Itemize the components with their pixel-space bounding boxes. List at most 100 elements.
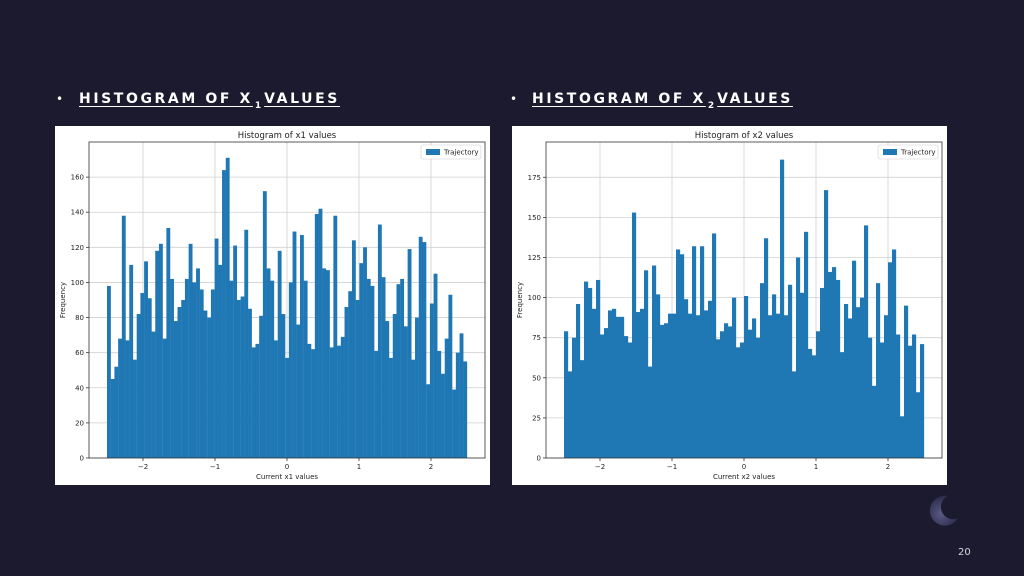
chart-1-bar xyxy=(628,342,633,458)
chart-1-xtick-label: −1 xyxy=(667,463,677,471)
chart-1-bar xyxy=(868,337,873,458)
chart-1-bar xyxy=(572,337,577,458)
chart-1-ylabel: Frequency xyxy=(516,282,524,318)
right-bullet: • xyxy=(510,92,518,106)
chart-1-bar xyxy=(664,323,669,458)
chart-0-bar xyxy=(448,294,453,458)
chart-1-bar xyxy=(908,345,913,458)
chart-0-bar xyxy=(270,280,275,458)
chart-1-bar xyxy=(732,297,737,458)
chart-1-bar xyxy=(592,308,597,458)
chart-0-bar xyxy=(355,300,360,458)
chart-0-bar xyxy=(181,300,186,458)
chart-1-xtick-label: 0 xyxy=(742,463,746,471)
chart-0-bar xyxy=(285,357,290,458)
chart-0-bar xyxy=(151,331,156,458)
chart-0-bar xyxy=(322,268,327,458)
chart-0-bar xyxy=(240,296,245,458)
chart-1-bar xyxy=(916,392,921,458)
chart-0-bar xyxy=(463,361,468,458)
chart-0-bar xyxy=(444,338,449,458)
chart-0-bar xyxy=(177,307,182,458)
chart-0-title: Histogram of x1 values xyxy=(238,131,337,141)
chart-1-bar xyxy=(604,328,609,458)
chart-0-bar xyxy=(158,243,163,458)
chart-1-bar xyxy=(612,308,617,458)
chart-1-bar xyxy=(616,316,621,458)
chart-0-bar xyxy=(225,157,230,459)
chart-0-ytick-label: 80 xyxy=(75,314,84,322)
chart-1-legend-label: Trajectory xyxy=(900,149,936,157)
chart-0-bar xyxy=(422,242,427,458)
chart-0-bar xyxy=(203,310,208,458)
chart-1-bar xyxy=(848,318,853,458)
chart-1-xtick-label: 2 xyxy=(886,463,890,471)
chart-1-bar xyxy=(852,260,857,458)
chart-1-bar xyxy=(700,246,705,458)
chart-0-bar xyxy=(437,350,442,458)
chart-0-bar xyxy=(266,268,271,458)
chart-1-xtick-label: −2 xyxy=(595,463,605,471)
chart-1-title: Histogram of x2 values xyxy=(695,131,794,141)
left-heading-suffix: VALUES xyxy=(264,91,340,107)
chart-1-bar xyxy=(820,287,825,458)
chart-0-legend-label: Trajectory xyxy=(443,149,479,157)
chart-1-bar xyxy=(648,366,653,458)
chart-0-bar xyxy=(418,236,423,458)
chart-1-bar xyxy=(828,271,833,458)
chart-0-ytick-label: 60 xyxy=(75,349,84,357)
chart-0-bar xyxy=(385,321,390,458)
right-heading-text: HISTOGRAM OF X xyxy=(532,91,706,107)
chart-1-bar xyxy=(576,304,581,458)
chart-1-bar xyxy=(752,318,757,458)
chart-1-bar xyxy=(804,231,809,458)
chart-1-bar xyxy=(708,300,713,458)
chart-1-ytick-label: 125 xyxy=(528,254,541,262)
chart-1-legend-swatch xyxy=(883,149,897,155)
chart-0-bar xyxy=(389,357,393,458)
chart-1-xlabel: Current x2 values xyxy=(713,473,775,481)
chart-1-bar xyxy=(816,331,821,458)
chart-0-bar xyxy=(426,384,431,458)
chart-1-bar xyxy=(884,315,889,458)
chart-0-bar xyxy=(107,285,111,458)
chart-1-bar xyxy=(784,315,789,458)
chart-1-bar xyxy=(776,313,781,458)
chart-1-bar xyxy=(896,334,901,458)
chart-1-bar xyxy=(748,329,753,458)
chart-1-bar xyxy=(876,283,881,458)
chart-0-bar xyxy=(433,273,438,458)
chart-1-bar xyxy=(860,297,865,458)
chart-1-bar xyxy=(652,265,657,458)
chart-0-ytick-label: 140 xyxy=(71,209,84,217)
chart-1-bar xyxy=(740,342,745,458)
left-heading-text: HISTOGRAM OF X xyxy=(79,91,253,107)
chart-1-bar xyxy=(764,238,769,458)
chart-0-bar xyxy=(452,389,457,458)
chart-0-bar xyxy=(125,340,130,458)
chart-0-bar xyxy=(292,231,297,458)
right-heading: HISTOGRAM OF X 2 VALUES xyxy=(532,91,793,111)
chart-0-ytick-label: 100 xyxy=(71,279,84,287)
chart-0-bar xyxy=(396,284,401,458)
chart-1-ytick-label: 25 xyxy=(532,414,541,422)
chart-0-bar xyxy=(155,250,160,458)
chart-1-bar xyxy=(704,310,709,458)
chart-1-bar xyxy=(912,334,917,458)
chart-0-bar xyxy=(296,324,301,458)
chart-0-bar xyxy=(251,347,256,458)
chart-1-bar xyxy=(744,295,749,458)
chart-0-bar xyxy=(329,347,334,458)
chart-1-bar xyxy=(836,279,841,458)
chart-0-bar xyxy=(199,289,204,458)
chart-0-bar xyxy=(233,245,238,458)
chart-0-bar xyxy=(173,321,178,458)
chart-0-ytick-label: 20 xyxy=(75,419,84,427)
chart-1-bar xyxy=(712,233,717,458)
chart-1-legend: Trajectory xyxy=(877,144,939,160)
chart-1-bar xyxy=(796,257,801,458)
chart-0-bar xyxy=(381,277,386,458)
chart-0-bar xyxy=(144,261,148,458)
chart-1-bar xyxy=(680,254,685,458)
chart-0-bar xyxy=(218,264,223,458)
